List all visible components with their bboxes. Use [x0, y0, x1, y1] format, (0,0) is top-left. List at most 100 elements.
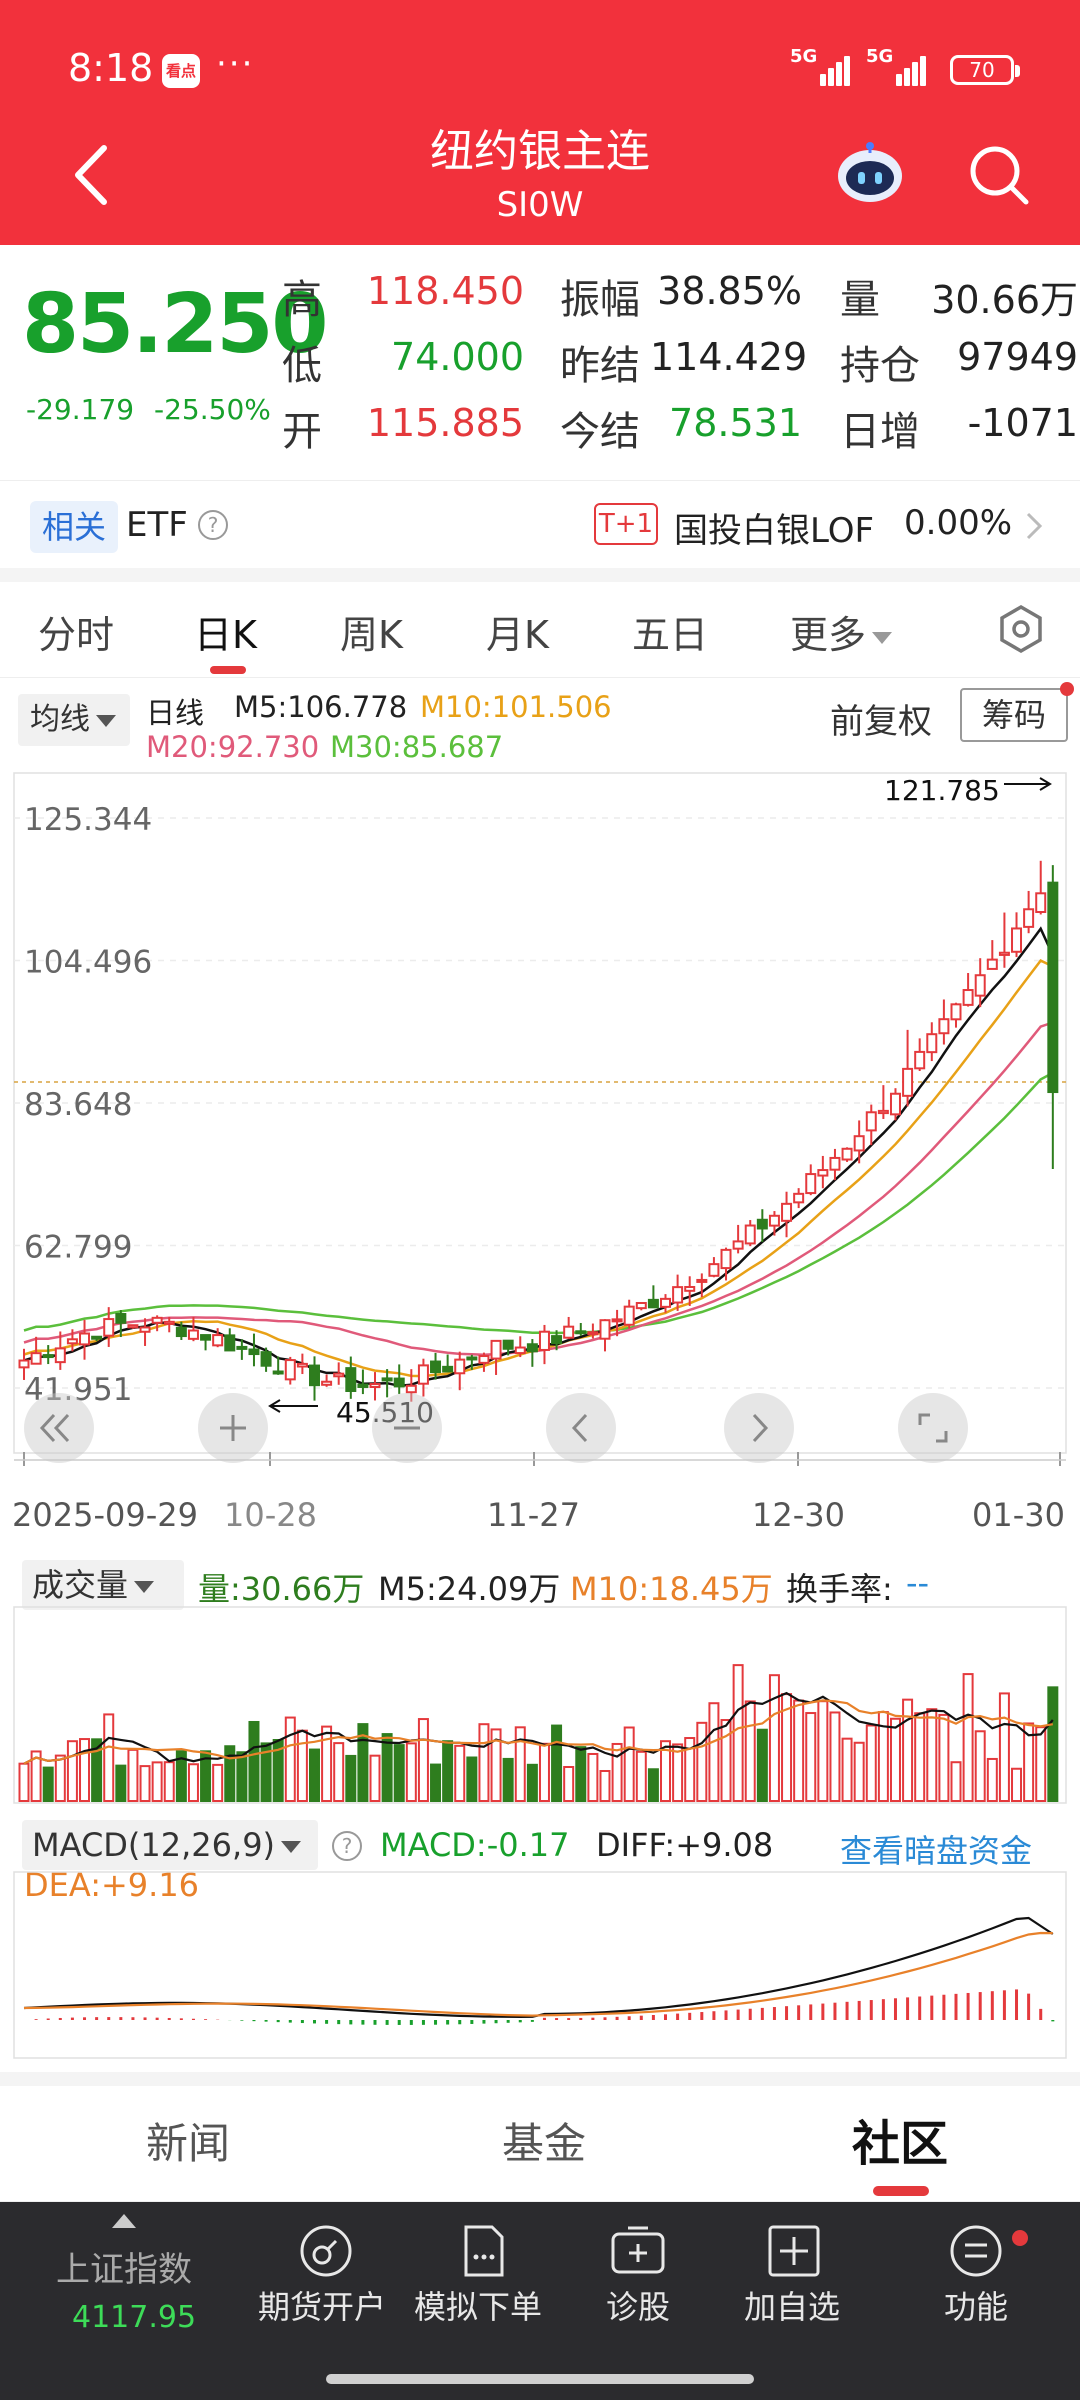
tab-five-day[interactable]: 五日 — [632, 613, 709, 657]
volume-bar — [490, 1728, 502, 1802]
volume-bar — [163, 1761, 175, 1802]
chips-button[interactable]: 筹码 — [960, 688, 1068, 742]
candle-body — [175, 1326, 187, 1338]
y-tick-label: 62.799 — [24, 1230, 132, 1266]
candle-body — [1047, 881, 1059, 1094]
fullscreen-icon[interactable] — [898, 1393, 968, 1463]
candle-body — [829, 1156, 841, 1171]
volume-frame — [13, 1606, 1067, 1804]
volume-bar — [478, 1723, 490, 1802]
volume-selector[interactable]: 成交量 — [22, 1560, 184, 1610]
candle-body — [187, 1329, 199, 1340]
notification-dot — [1012, 2230, 1028, 2246]
add-watchlist-button[interactable]: 加自选 — [744, 2288, 841, 2326]
x-tick-label: 10-28 — [224, 1496, 317, 1534]
candle-body — [430, 1360, 442, 1374]
candle-body — [1023, 908, 1035, 928]
candlestick-chart[interactable]: 125.344 104.496 83.648 62.799 41.951 121.785 4… — [0, 770, 1080, 1470]
search-icon[interactable] — [966, 142, 1032, 208]
volume-bar — [889, 1717, 901, 1802]
etf-fund-name[interactable]: 国投白银LOF — [674, 511, 875, 551]
add-watchlist-icon[interactable] — [766, 2224, 822, 2278]
candle-body — [914, 1050, 926, 1070]
chevron-right-icon[interactable] — [1022, 511, 1046, 541]
volume-bar — [417, 1718, 429, 1802]
futures-account-icon[interactable] — [298, 2224, 354, 2278]
simulated-order-icon[interactable] — [456, 2224, 512, 2278]
volume-bar — [381, 1733, 393, 1803]
candle-body — [115, 1313, 127, 1324]
candle-body — [200, 1334, 212, 1341]
gear-icon[interactable] — [996, 604, 1046, 654]
candle-body — [321, 1380, 333, 1386]
volume-bar — [514, 1726, 526, 1802]
ma-selector[interactable]: 均线 — [18, 694, 130, 746]
related-etf-row[interactable]: 相关 ETF ? T+1 国投白银LOF 0.00% — [0, 480, 1080, 568]
stock-diagnosis-button[interactable]: 诊股 — [606, 2288, 671, 2326]
tab-more[interactable]: 更多 — [790, 604, 893, 659]
index-name[interactable]: 上证指数 — [56, 2250, 192, 2290]
zoom-in-icon[interactable] — [198, 1393, 268, 1463]
candle-body — [139, 1326, 151, 1333]
tab-news[interactable]: 新闻 — [146, 2119, 231, 2168]
high-label: 高 — [282, 277, 322, 323]
volume-bar — [224, 1745, 236, 1803]
macd-selector-label: MACD(12,26,9) — [32, 1826, 276, 1864]
chevron-down-icon — [872, 631, 893, 644]
tab-weekly-k[interactable]: 周K — [340, 613, 403, 657]
candle-body — [623, 1305, 635, 1326]
candle-body — [212, 1334, 224, 1347]
candle-body — [696, 1278, 708, 1283]
menu-icon[interactable] — [948, 2224, 1004, 2278]
expand-up-icon[interactable] — [112, 2214, 136, 2228]
adjust-toggle[interactable]: 前复权 — [830, 702, 932, 742]
candle-body — [502, 1339, 514, 1350]
open-value: 115.885 — [366, 401, 524, 445]
tab-monthly-k[interactable]: 月K — [486, 613, 549, 657]
futures-account-button[interactable]: 期货开户 — [258, 2288, 387, 2326]
dark-pool-link[interactable]: 查看暗盘资金 — [840, 1832, 1033, 1870]
tab-daily-k[interactable]: 日K — [194, 613, 257, 657]
candle-body — [381, 1377, 393, 1382]
candle-body — [260, 1351, 272, 1367]
tab-community[interactable]: 社区 — [852, 2116, 949, 2172]
candle-body — [805, 1173, 817, 1195]
section-divider — [0, 2072, 1080, 2086]
zoom-out-icon[interactable] — [372, 1393, 442, 1463]
open-interest-value: 97949 — [957, 335, 1078, 379]
volume-bar — [345, 1754, 357, 1803]
volume-bar — [599, 1769, 611, 1803]
scroll-left-fast-icon[interactable] — [24, 1393, 94, 1463]
back-icon[interactable] — [62, 140, 122, 210]
macd-selector[interactable]: MACD(12,26,9) — [22, 1820, 318, 1870]
candle-body — [163, 1320, 175, 1325]
tab-funds[interactable]: 基金 — [502, 2119, 587, 2168]
robot-assistant-icon[interactable] — [834, 140, 906, 206]
stock-diagnosis-icon[interactable] — [610, 2224, 666, 2278]
volume-bar — [575, 1746, 587, 1802]
macd-value: MACD:-0.17 — [380, 1826, 570, 1864]
tab-intraday[interactable]: 分时 — [38, 613, 115, 657]
candle-body — [79, 1332, 91, 1346]
volume-bar — [660, 1740, 672, 1802]
volume-bar — [623, 1726, 635, 1802]
volume-bar — [672, 1743, 684, 1802]
candle-body — [393, 1377, 405, 1388]
function-button[interactable]: 功能 — [944, 2288, 1009, 2326]
app-notification-icon: 看点 — [162, 54, 200, 88]
help-icon[interactable]: ? — [198, 510, 228, 540]
candle-body — [877, 1109, 889, 1115]
etf-fund-change: 0.00% — [904, 503, 1013, 543]
scroll-left-icon[interactable] — [546, 1393, 616, 1463]
volume-bar — [115, 1764, 127, 1803]
candle-body — [974, 974, 986, 997]
candle-body — [587, 1331, 599, 1336]
volume-bar — [926, 1708, 938, 1802]
volume-bar — [127, 1748, 139, 1803]
active-tab-indicator — [873, 2186, 929, 2196]
macd-help-icon[interactable]: ? — [332, 1831, 362, 1861]
ma30-value: M30:85.687 — [330, 730, 504, 764]
candle-body — [998, 951, 1010, 956]
scroll-right-icon[interactable] — [724, 1393, 794, 1463]
simulated-order-button[interactable]: 模拟下单 — [414, 2288, 543, 2326]
